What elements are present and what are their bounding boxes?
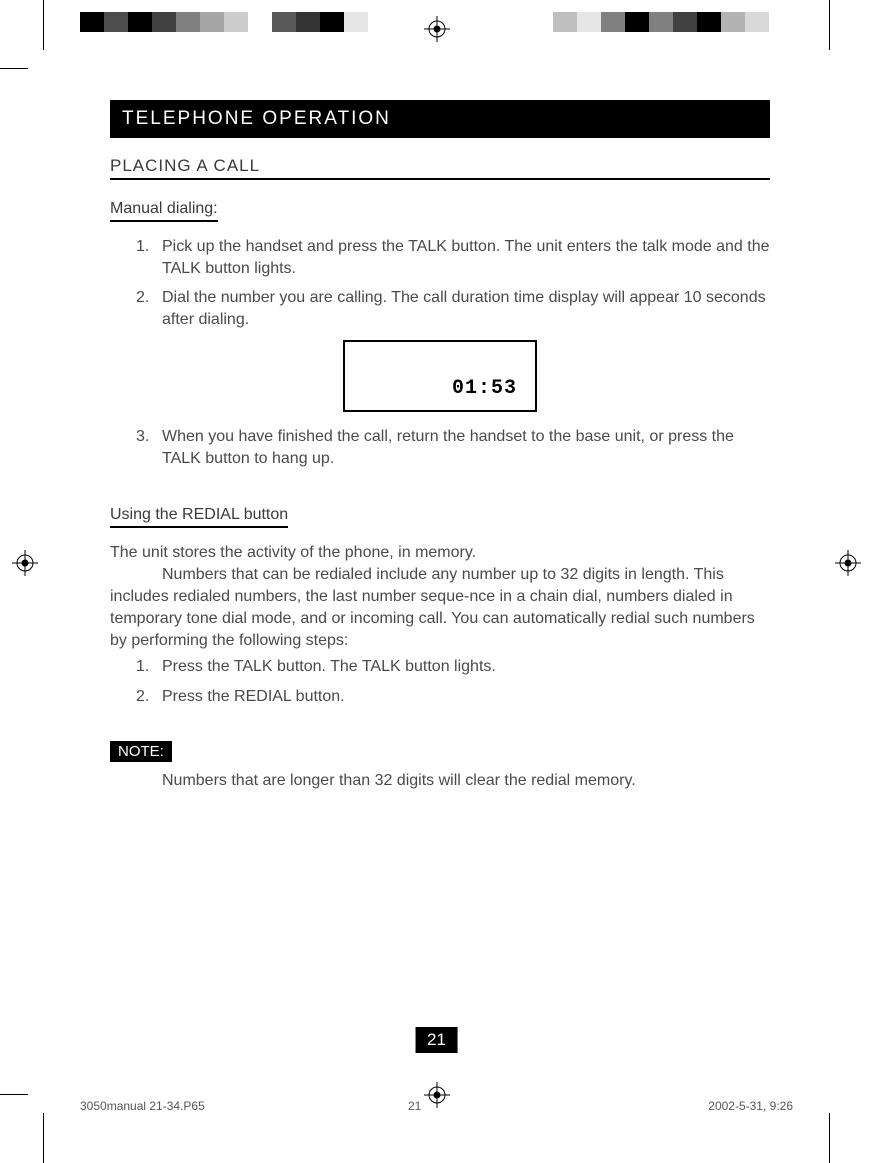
crop-mark (829, 1113, 830, 1163)
footer-date: 2002-5-31, 9:26 (708, 1099, 793, 1113)
subsection-manual-dialing: Manual dialing: (110, 200, 218, 222)
registration-mark-left (12, 550, 38, 581)
footer-filename: 3050manual 21-34.P65 (80, 1099, 205, 1113)
color-bar-left (80, 12, 368, 32)
list-number: 2. (136, 686, 162, 708)
list-number: 1. (136, 656, 162, 678)
list-item: 2. Press the REDIAL button. (136, 686, 770, 708)
color-swatch (176, 12, 200, 32)
list-text: When you have finished the call, return … (162, 426, 770, 469)
color-swatch (745, 12, 769, 32)
list-item: 2. Dial the number you are calling. The … (136, 287, 770, 330)
list-text: Dial the number you are calling. The cal… (162, 287, 770, 330)
list-number: 2. (136, 287, 162, 330)
page-number: 21 (415, 1027, 458, 1053)
list-text: Press the REDIAL button. (162, 686, 345, 708)
redial-steps-list: 1. Press the TALK button. The TALK butto… (110, 656, 770, 707)
color-swatch (625, 12, 649, 32)
note-text: Numbers that are longer than 32 digits w… (110, 772, 770, 790)
color-swatch (224, 12, 248, 32)
manual-steps-list: 1. Pick up the handset and press the TAL… (110, 236, 770, 330)
color-swatch (320, 12, 344, 32)
color-swatch (104, 12, 128, 32)
manual-steps-list-cont: 3. When you have finished the call, retu… (110, 426, 770, 469)
list-item: 1. Pick up the handset and press the TAL… (136, 236, 770, 279)
list-item: 3. When you have finished the call, retu… (136, 426, 770, 469)
color-swatch (272, 12, 296, 32)
color-bar-right (553, 12, 793, 32)
crop-mark (0, 68, 28, 69)
registration-mark-top (424, 16, 450, 47)
page-title-bar: TELEPHONE OPERATION (110, 100, 770, 138)
redial-intro-line1: The unit stores the activity of the phon… (110, 544, 476, 561)
list-text: Press the TALK button. The TALK button l… (162, 656, 496, 678)
color-swatch (769, 12, 793, 32)
redial-intro: The unit stores the activity of the phon… (110, 542, 770, 652)
color-swatch (344, 12, 368, 32)
color-swatch (296, 12, 320, 32)
color-swatch (128, 12, 152, 32)
color-swatch (577, 12, 601, 32)
list-number: 3. (136, 426, 162, 469)
color-swatch (200, 12, 224, 32)
subsection-redial: Using the REDIAL button (110, 506, 288, 528)
list-item: 1. Press the TALK button. The TALK butto… (136, 656, 770, 678)
color-swatch (697, 12, 721, 32)
crop-mark (43, 0, 44, 50)
page-content: TELEPHONE OPERATION PLACING A CALL Manua… (110, 100, 770, 790)
footer-page: 21 (408, 1099, 421, 1113)
crop-mark (0, 1094, 28, 1095)
color-swatch (248, 12, 272, 32)
crop-mark (43, 1113, 44, 1163)
section-placing-call: PLACING A CALL (110, 156, 770, 180)
note-label: NOTE: (110, 741, 172, 762)
lcd-display: 01:53 (343, 340, 537, 412)
color-swatch (553, 12, 577, 32)
color-swatch (80, 12, 104, 32)
footer: 3050manual 21-34.P65 21 2002-5-31, 9:26 (80, 1099, 793, 1113)
registration-mark-right (835, 550, 861, 581)
list-text: Pick up the handset and press the TALK b… (162, 236, 770, 279)
redial-intro-line2: Numbers that can be redialed include any… (110, 566, 755, 649)
color-swatch (152, 12, 176, 32)
lcd-display-value: 01:53 (452, 377, 517, 400)
color-swatch (721, 12, 745, 32)
color-swatch (673, 12, 697, 32)
color-swatch (601, 12, 625, 32)
color-swatch (649, 12, 673, 32)
list-number: 1. (136, 236, 162, 279)
crop-mark (829, 0, 830, 50)
